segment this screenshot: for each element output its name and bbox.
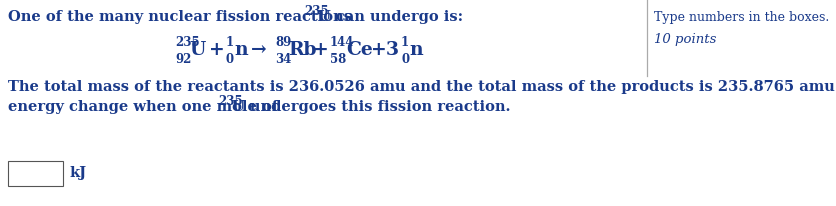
Text: 34: 34: [275, 53, 292, 66]
FancyBboxPatch shape: [8, 161, 63, 186]
Text: 1: 1: [401, 36, 409, 49]
Text: n: n: [409, 41, 423, 59]
Text: 92: 92: [175, 53, 191, 66]
Text: Ce: Ce: [346, 41, 373, 59]
Text: 0: 0: [401, 53, 409, 66]
Text: 0: 0: [226, 53, 234, 66]
Text: U can undergo is:: U can undergo is:: [318, 10, 463, 24]
Text: Rb: Rb: [288, 41, 317, 59]
Text: Type numbers in the boxes.: Type numbers in the boxes.: [654, 11, 829, 24]
Text: 235: 235: [175, 36, 200, 49]
Text: kJ: kJ: [69, 166, 86, 180]
Text: U: U: [189, 41, 206, 59]
Text: 144: 144: [330, 36, 354, 49]
Text: 89: 89: [275, 36, 291, 49]
Text: +: +: [209, 41, 225, 59]
Text: 10 points: 10 points: [654, 33, 716, 46]
Text: energy change when one mole of: energy change when one mole of: [8, 99, 283, 114]
Text: 1: 1: [226, 36, 234, 49]
Text: 235: 235: [304, 5, 329, 18]
Text: The total mass of the reactants is 236.0526 amu and the total mass of the produc: The total mass of the reactants is 236.0…: [8, 80, 836, 94]
Text: 3: 3: [386, 41, 399, 59]
Text: U undergoes this fission reaction.: U undergoes this fission reaction.: [232, 99, 511, 114]
Text: +: +: [313, 41, 329, 59]
Text: n: n: [234, 41, 247, 59]
Text: +: +: [371, 41, 387, 59]
Text: →: →: [251, 41, 267, 59]
Text: 58: 58: [330, 53, 346, 66]
Text: One of the many nuclear fission reactions: One of the many nuclear fission reaction…: [8, 10, 357, 24]
Text: 235: 235: [218, 95, 242, 108]
